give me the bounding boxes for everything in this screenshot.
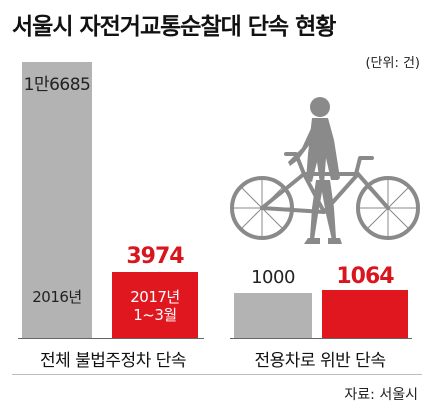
period-label-g1-2017-line2: 1~3월 <box>133 306 177 324</box>
value-label-g2-2016: 1000 <box>251 266 295 288</box>
unit-note: (단위: 건) <box>365 56 420 71</box>
value-label-g1-2016: 1만6685 <box>23 75 91 95</box>
period-label-g1-2017: 2017년 1~3월 <box>112 288 198 324</box>
value-label-g2-2017: 1064 <box>336 264 394 289</box>
period-label-g1-2016: 2016년 <box>32 288 82 306</box>
bar-g2-2017 <box>322 290 408 338</box>
baseline-g2 <box>230 338 412 339</box>
category-label-g2: 전용차로 위반 단속 <box>254 351 386 371</box>
cyclist-icon <box>230 97 420 244</box>
baseline-g1 <box>18 338 204 339</box>
bar-g2-2016 <box>234 292 312 338</box>
footer-rule <box>12 374 422 375</box>
bar-g1-2016 <box>22 62 92 338</box>
category-label-g1: 전체 불법주정차 단속 <box>39 351 187 371</box>
source-note: 자료: 서울시 <box>344 387 418 403</box>
period-label-g1-2017-line1: 2017년 <box>130 288 180 306</box>
value-label-g1-2017: 3974 <box>126 244 184 270</box>
chart-title: 서울시 자전거교통순찰대 단속 현황 <box>12 14 336 40</box>
bar-g1-2017 <box>112 272 198 338</box>
